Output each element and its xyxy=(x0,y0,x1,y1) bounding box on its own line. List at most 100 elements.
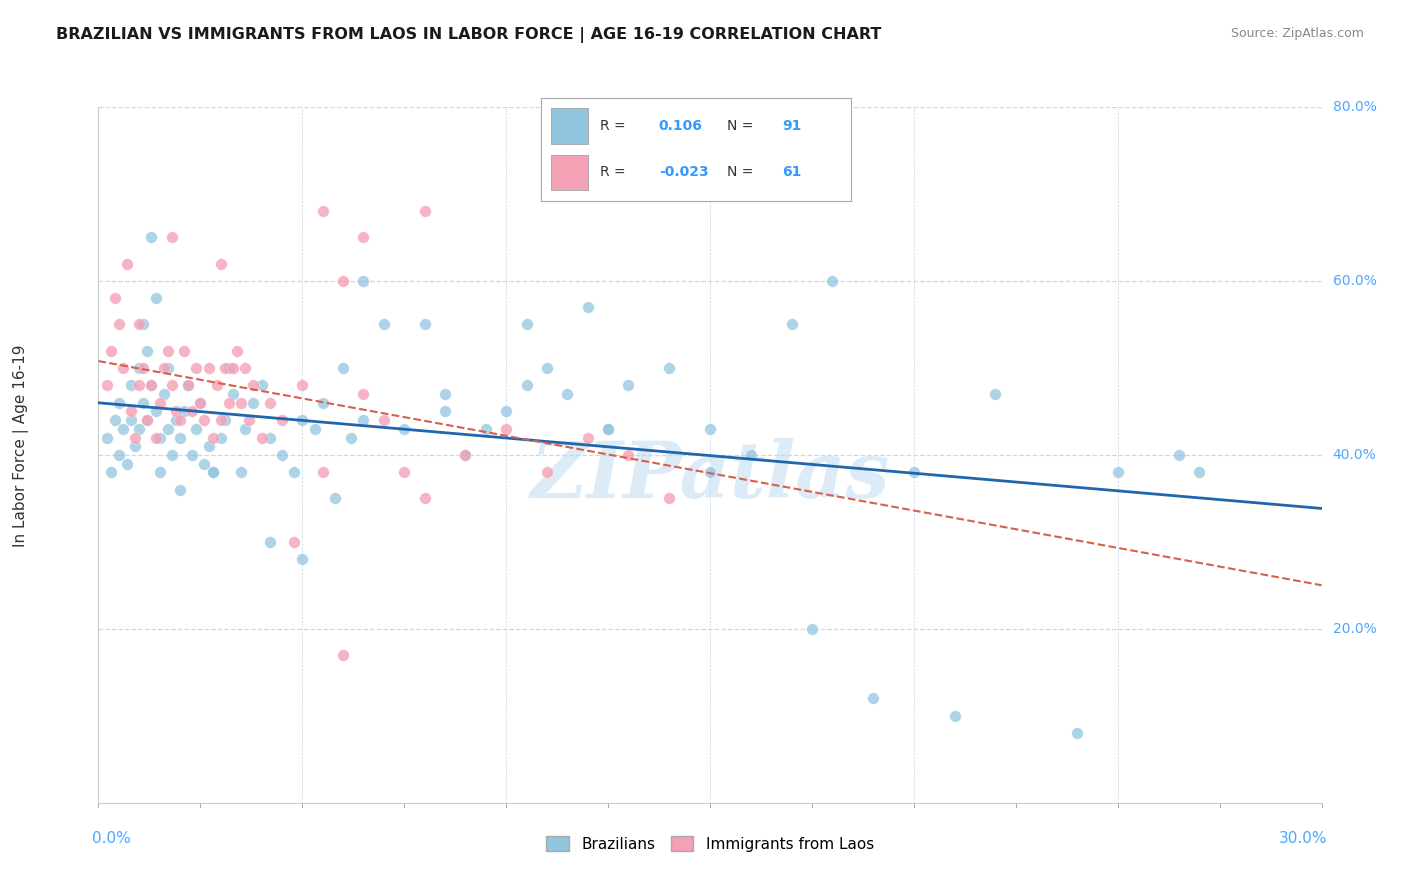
Point xyxy=(312,395,335,409)
Point xyxy=(104,291,127,305)
Point xyxy=(312,466,335,480)
Point xyxy=(209,256,232,270)
Point xyxy=(516,378,538,392)
Point xyxy=(193,413,215,427)
Point xyxy=(201,430,224,444)
Point xyxy=(555,387,579,401)
Point xyxy=(214,413,236,427)
Point xyxy=(576,430,599,444)
Point xyxy=(536,360,558,375)
Point xyxy=(124,439,146,453)
Point xyxy=(169,430,191,444)
Point xyxy=(474,422,498,436)
Point xyxy=(136,413,159,427)
Point xyxy=(141,230,163,244)
Text: 40.0%: 40.0% xyxy=(1333,448,1376,462)
Point xyxy=(156,360,179,375)
Point xyxy=(352,387,374,401)
Point xyxy=(201,466,224,480)
Text: N =: N = xyxy=(727,166,758,179)
Point xyxy=(222,387,245,401)
Point xyxy=(165,413,187,427)
Point xyxy=(149,466,172,480)
Text: 61: 61 xyxy=(783,166,801,179)
Point xyxy=(169,413,191,427)
Legend: Brazilians, Immigrants from Laos: Brazilians, Immigrants from Laos xyxy=(540,830,880,858)
Point xyxy=(149,430,172,444)
Bar xyxy=(551,154,588,190)
Point xyxy=(312,204,335,219)
Text: 30.0%: 30.0% xyxy=(1279,830,1327,846)
Text: R =: R = xyxy=(600,120,630,133)
Point xyxy=(214,360,236,375)
Point xyxy=(1167,448,1189,462)
Point xyxy=(740,448,762,462)
Text: ZIPatlas: ZIPatlas xyxy=(530,438,890,514)
Point xyxy=(352,230,374,244)
Text: 60.0%: 60.0% xyxy=(1333,274,1376,288)
Text: -0.023: -0.023 xyxy=(659,166,709,179)
Text: 20.0%: 20.0% xyxy=(1333,622,1376,636)
Point xyxy=(160,448,183,462)
Point xyxy=(291,552,314,566)
Point xyxy=(186,360,208,375)
Text: 91: 91 xyxy=(783,120,801,133)
Point xyxy=(291,413,314,427)
Point xyxy=(177,378,200,392)
Point xyxy=(104,413,127,427)
Point xyxy=(495,422,517,436)
Text: In Labor Force | Age 16-19: In Labor Force | Age 16-19 xyxy=(13,344,30,548)
Text: R =: R = xyxy=(600,166,630,179)
Point xyxy=(115,256,138,270)
Point xyxy=(801,622,824,636)
Point xyxy=(226,343,249,358)
Point xyxy=(111,422,134,436)
Text: 80.0%: 80.0% xyxy=(1333,100,1376,114)
Point xyxy=(120,378,142,392)
Point xyxy=(173,404,195,418)
Point xyxy=(270,448,294,462)
Point xyxy=(152,360,174,375)
Point xyxy=(124,430,146,444)
Point xyxy=(128,318,150,332)
Point xyxy=(108,318,131,332)
Point xyxy=(160,378,183,392)
Point xyxy=(392,422,416,436)
Point xyxy=(984,387,1007,401)
Point xyxy=(903,466,925,480)
Point xyxy=(699,466,721,480)
Point xyxy=(1188,466,1211,480)
Point xyxy=(145,430,167,444)
Point xyxy=(149,395,172,409)
Point xyxy=(156,343,179,358)
Point xyxy=(596,422,619,436)
Text: N =: N = xyxy=(727,120,758,133)
Point xyxy=(1066,726,1088,740)
Point xyxy=(145,404,167,418)
Point xyxy=(821,274,844,288)
Point xyxy=(259,534,281,549)
Point xyxy=(197,360,219,375)
Point xyxy=(658,360,681,375)
Point xyxy=(205,378,228,392)
Point xyxy=(169,483,191,497)
Point xyxy=(108,448,131,462)
Point xyxy=(332,274,354,288)
Point xyxy=(373,413,395,427)
Point xyxy=(197,439,219,453)
Point xyxy=(242,378,264,392)
Point xyxy=(120,413,142,427)
Point xyxy=(658,491,681,506)
Point xyxy=(413,318,436,332)
Point xyxy=(120,404,142,418)
Point xyxy=(576,300,599,314)
Point xyxy=(96,378,118,392)
Point xyxy=(128,360,150,375)
Point xyxy=(108,395,131,409)
Point xyxy=(186,422,208,436)
Point xyxy=(132,360,155,375)
Point xyxy=(165,404,187,418)
Point xyxy=(392,466,416,480)
Point xyxy=(132,395,155,409)
Point xyxy=(238,413,260,427)
